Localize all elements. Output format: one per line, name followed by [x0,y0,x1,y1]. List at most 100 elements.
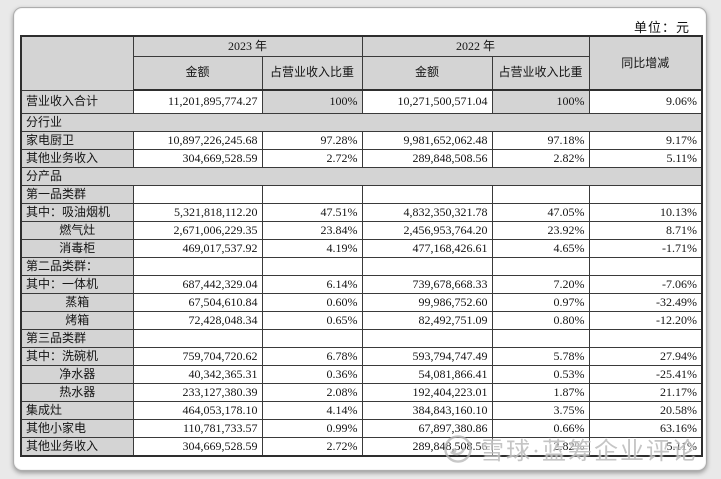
share-2023-cell [261,328,363,348]
table-row: 蒸箱 67,504,610.84 0.60% 99,986,752.60 0.97% -3… [20,292,703,312]
share-2023-cell: 0.65% [261,310,363,330]
row-label-cell: 集成灶 [20,400,134,420]
amount-2022-cell: 289,848,508.56 [361,436,493,456]
amount-2023-cell: 72,428,048.34 [132,310,263,330]
table-row: 营业收入合计 11,201,895,774.27 100% 10,271,500,57… [20,89,703,114]
row-label-cell: 分产品 [20,166,703,186]
yoy-cell [588,184,703,204]
yoy-cell: 5.11% [588,148,703,168]
amount-2023-cell: 233,127,380.39 [132,382,263,402]
row-label-cell: 分行业 [20,112,703,132]
table-row: 消毒柜 469,017,537.92 4.19% 477,168,426.61 4.65… [20,238,703,258]
yoy-cell: 10.13% [588,202,703,222]
table-row: 其他小家电 110,781,733.57 0.99% 67,897,380.86 0.6… [20,418,703,438]
yoy-cell: 21.17% [588,382,703,402]
share-2022-cell: 47.05% [491,202,590,222]
share-2022-cell: 5.78% [491,346,590,366]
corner-cell [20,35,134,91]
yoy-cell: 8.71% [588,220,703,240]
amount-2023-cell [132,328,263,348]
table-row: 燃气灶 2,671,006,229.35 23.84% 2,456,953,764.2… [20,220,703,240]
amount-2022-cell: 4,832,350,321.78 [361,202,493,222]
share-2023-cell: 47.51% [261,202,363,222]
amount-2023-cell: 40,342,365.31 [132,364,263,384]
amount-2022-cell: 10,271,500,571.04 [361,89,493,114]
share-2022-cell [491,256,590,276]
table-row: 其中：吸油烟机 5,321,818,112.20 47.51% 4,832,350,3… [20,202,703,222]
share-2023-cell: 23.84% [261,220,363,240]
table-row: 热水器 233,127,380.39 2.08% 192,404,223.01 1.87… [20,382,703,402]
table-row: 其中：洗碗机 759,704,720.62 6.78% 593,794,747.49 5… [20,346,703,366]
table-row: 第三品类群 [20,328,703,348]
share-2022-cell [491,328,590,348]
share-2022-cell [491,184,590,204]
row-label-cell: 蒸箱 [20,292,134,312]
yoy-cell: -25.41% [588,364,703,384]
amount-2022-cell [361,256,493,276]
row-label-cell: 其他小家电 [20,418,134,438]
report-panel: 单位：元 2023 年 2022 年 同比增减 金额 占营业收入比重 金额 占营… [13,7,707,471]
share-2022-cell: 100% [491,89,590,114]
row-label-cell: 其他业务收入 [20,148,134,168]
share-2023-cell: 0.99% [261,418,363,438]
yoy-cell: 9.17% [588,130,703,150]
amount-2023-cell: 10,897,226,245.68 [132,130,263,150]
amount-2023-cell: 469,017,537.92 [132,238,263,258]
yoy-cell: 20.58% [588,400,703,420]
table-row: 家电厨卫 10,897,226,245.68 97.28% 9,981,652,062… [20,130,703,150]
table-row: 第二品类群： [20,256,703,276]
amount-2022-cell: 739,678,668.33 [361,274,493,294]
share-2023-cell: 97.28% [261,130,363,150]
share-2023-cell [261,256,363,276]
share-2023-cell: 6.14% [261,274,363,294]
table-row: 集成灶 464,053,178.10 4.14% 384,843,160.10 3.75… [20,400,703,420]
share-2023-header: 占营业收入比重 [261,55,363,91]
table-row: 第一品类群 [20,184,703,204]
row-label-cell: 热水器 [20,382,134,402]
table-row: 其他业务收入 304,669,528.59 2.72% 289,848,508.56 2… [20,436,703,456]
share-2023-cell: 4.19% [261,238,363,258]
header-row-years: 2023 年 2022 年 同比增减 [20,35,703,91]
table-row: 烤箱 72,428,048.34 0.65% 82,492,751.09 0.80% -1… [20,310,703,330]
table-header: 2023 年 2022 年 同比增减 金额 占营业收入比重 金额 占营业收入比重 [20,35,703,91]
row-label-cell: 其他业务收入 [20,436,134,456]
table-row: 其中：一体机 687,442,329.04 6.14% 739,678,668.33 7… [20,274,703,294]
row-label-cell: 其中：一体机 [20,274,134,294]
revenue-table: 2023 年 2022 年 同比增减 金额 占营业收入比重 金额 占营业收入比重… [20,35,704,457]
amount-2023-header: 金额 [132,55,263,91]
amount-2023-cell: 110,781,733.57 [132,418,263,438]
yoy-cell [588,328,703,348]
amount-2022-cell: 593,794,747.49 [361,346,493,366]
share-2022-cell: 0.53% [491,364,590,384]
yoy-cell: 5.11% [588,436,703,456]
share-2023-cell: 0.60% [261,292,363,312]
yoy-header: 同比增减 [588,35,703,91]
row-label-cell: 第三品类群 [20,328,134,348]
share-2022-cell: 3.75% [491,400,590,420]
row-label-cell: 烤箱 [20,310,134,330]
section-row: 分产品 [20,166,703,186]
share-2022-cell: 1.87% [491,382,590,402]
yoy-cell: 63.16% [588,418,703,438]
row-label-cell: 第一品类群 [20,184,134,204]
amount-2022-cell: 2,456,953,764.20 [361,220,493,240]
amount-2023-cell: 2,671,006,229.35 [132,220,263,240]
amount-2022-cell: 192,404,223.01 [361,382,493,402]
yoy-cell: -1.71% [588,238,703,258]
yoy-cell [588,256,703,276]
amount-2022-cell: 9,981,652,062.48 [361,130,493,150]
amount-2022-cell: 54,081,866.41 [361,364,493,384]
table-row: 其他业务收入 304,669,528.59 2.72% 289,848,508.56 2… [20,148,703,168]
share-2022-cell: 2.82% [491,148,590,168]
yoy-cell: 9.06% [588,89,703,114]
row-label-cell: 净水器 [20,364,134,384]
amount-2023-cell: 11,201,895,774.27 [132,89,263,114]
share-2023-cell [261,184,363,204]
share-2023-cell: 2.08% [261,382,363,402]
year-2022-header: 2022 年 [361,35,590,57]
amount-2022-cell: 99,986,752.60 [361,292,493,312]
amount-2022-header: 金额 [361,55,493,91]
share-2023-cell: 2.72% [261,148,363,168]
yoy-cell: -32.49% [588,292,703,312]
table-body: 营业收入合计 11,201,895,774.27 100% 10,271,500,57… [20,89,703,456]
